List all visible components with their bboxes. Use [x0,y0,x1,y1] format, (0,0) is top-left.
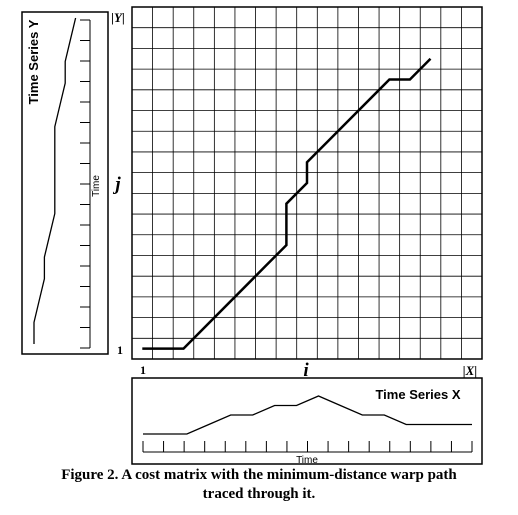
figure-caption: Figure 2. A cost matrix with the minimum… [0,466,518,504]
series-x-title: Time Series X [375,387,460,402]
cost-matrix-grid [131,6,483,360]
y-start-label: 1 [117,343,123,357]
caption-line-1: Figure 2. A cost matrix with the minimum… [61,467,457,483]
series-x-panel [131,377,483,465]
series-x-time-label: Time [296,455,318,466]
cost-matrix-border [131,6,483,360]
i-axis-label: i [303,360,309,381]
y-length-label: |Y| [111,10,125,25]
series-y-time-axis [80,19,91,349]
x-length-label: |X| [463,363,477,378]
series-y-line [33,17,77,344]
series-y-time-label: Time [91,175,102,197]
series-x-time-axis [142,441,473,453]
series-y-title: Time Series Y [26,19,41,104]
warp-path [142,57,432,350]
caption-line-2: traced through it. [202,486,316,502]
series-x-line [143,395,472,435]
series-y-panel [21,11,109,355]
x-start-label: 1 [140,363,146,377]
j-axis-label: j [112,174,121,195]
